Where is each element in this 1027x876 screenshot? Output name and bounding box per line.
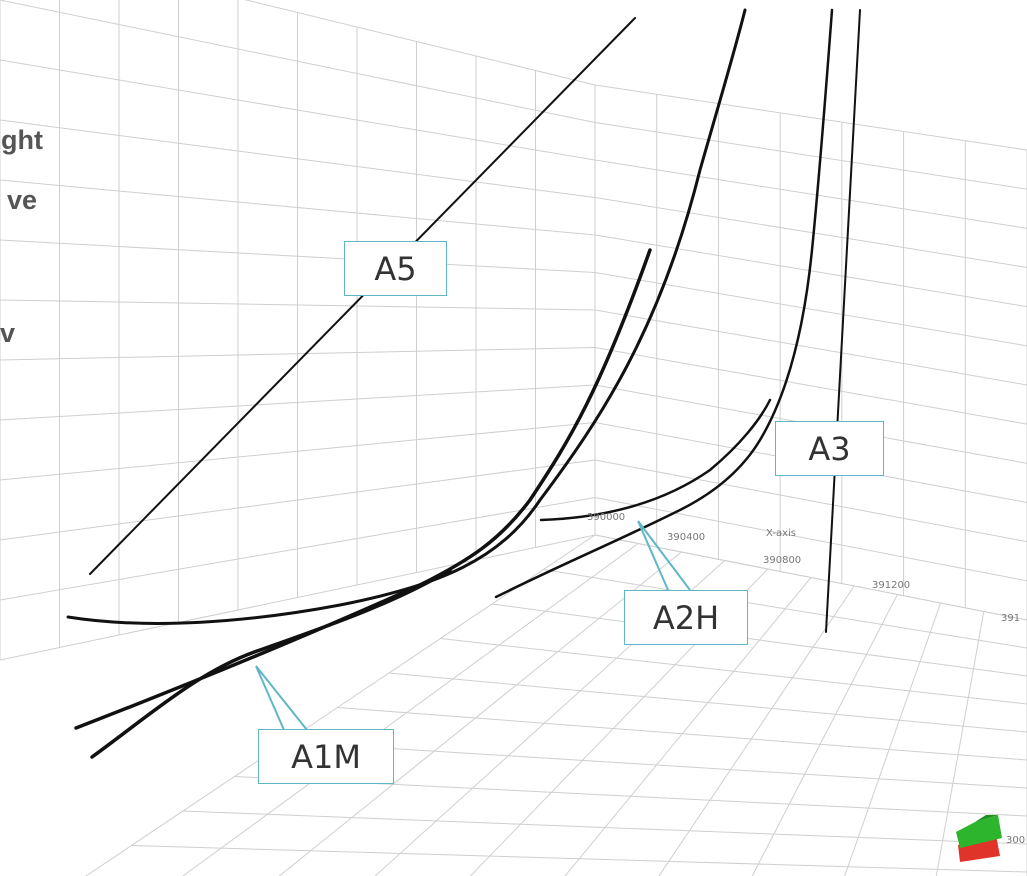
- a2h-leader: [637, 520, 691, 591]
- grid-back-right-v-2: [594, 159, 1027, 229]
- grid-back-left-v-4: [0, 179, 596, 236]
- grid-back-left-v-5: [0, 239, 596, 273]
- grid-back-left-v-0: [244, 0, 596, 86]
- grid-floor-v-1: [543, 569, 1027, 649]
- grid-back-left-v-8: [0, 384, 596, 421]
- grid-back-left-v-6: [0, 299, 596, 311]
- grid-back-right-v-0: [594, 84, 1027, 151]
- well-trajectories: [66, 8, 861, 759]
- side-text-line-2: ve: [7, 185, 38, 215]
- callout-a3: A3: [775, 421, 884, 476]
- grid-back-right-v-6: [594, 309, 1027, 386]
- well-a5-lower-branch: [66, 8, 747, 625]
- well-a3-trajectory: [825, 9, 861, 633]
- corner-tick: 300: [1006, 835, 1026, 846]
- side-text-line-1: ght: [1, 125, 43, 155]
- well-a5-trajectory: [89, 17, 636, 575]
- grid-back-left-v-7: [0, 347, 596, 361]
- grid-back-right-v-5: [594, 272, 1027, 347]
- x-tick-3: 390800: [763, 555, 802, 566]
- grid-floor-v-6: [285, 741, 1027, 789]
- grid-floor-v-8: [182, 810, 1027, 845]
- callout-a1m: A1M: [258, 729, 394, 784]
- x-axis-title: X-axis: [766, 528, 796, 539]
- grid-floor-v-5: [337, 707, 1027, 761]
- callout-a2h: A2H: [624, 590, 748, 645]
- grid-back-left-v-11: [0, 497, 596, 601]
- grid-back-right-v-11: [594, 497, 1027, 582]
- grid-floor-v-4: [388, 672, 1027, 733]
- grid-back-right-v-10: [594, 459, 1027, 543]
- callout-leaders: [255, 520, 691, 731]
- grid-floor-u-2: [278, 551, 682, 876]
- well-a1m-trajectory: [74, 248, 652, 730]
- compass-green-face: [956, 815, 1002, 848]
- grid-floor-v-3: [440, 638, 1027, 705]
- grid-floor-v-9: [131, 845, 1027, 873]
- x-tick-1: 390000: [587, 512, 626, 523]
- x-tick-4: 391200: [872, 580, 911, 591]
- compass-green-top: [975, 815, 998, 822]
- grid-back-right-v-1: [594, 122, 1027, 190]
- grid-back-right-v-3: [594, 197, 1027, 268]
- x-tick-2: 390400: [667, 532, 706, 543]
- grid-floor-v-0: [594, 534, 1027, 621]
- grid-floor-u-8: [844, 602, 942, 876]
- grid-floor-v-2: [491, 603, 1027, 677]
- well-a1m-branch: [90, 568, 452, 759]
- grid-back-left-v-12: [0, 534, 596, 661]
- grid-back-left-v-9: [0, 422, 596, 481]
- well-a2h-branch: [539, 398, 772, 522]
- grid-back-right-v-4: [594, 234, 1027, 308]
- x-tick-5: 391: [1001, 613, 1021, 624]
- grid-back-left-v-2: [0, 59, 596, 161]
- grid-back-left-v-10: [0, 459, 596, 541]
- grid-back-left-v-1: [0, 0, 596, 123]
- compass-red-face: [958, 835, 1000, 862]
- compass-widget: [956, 815, 1002, 862]
- a1m-leader: [255, 665, 308, 731]
- grid-back-left-v-3: [0, 119, 596, 198]
- callout-a5: A5: [344, 241, 447, 296]
- grid-back-right-v-7: [594, 347, 1027, 425]
- side-text-line-3: v: [0, 318, 16, 348]
- well-a2h-trajectory: [494, 8, 834, 599]
